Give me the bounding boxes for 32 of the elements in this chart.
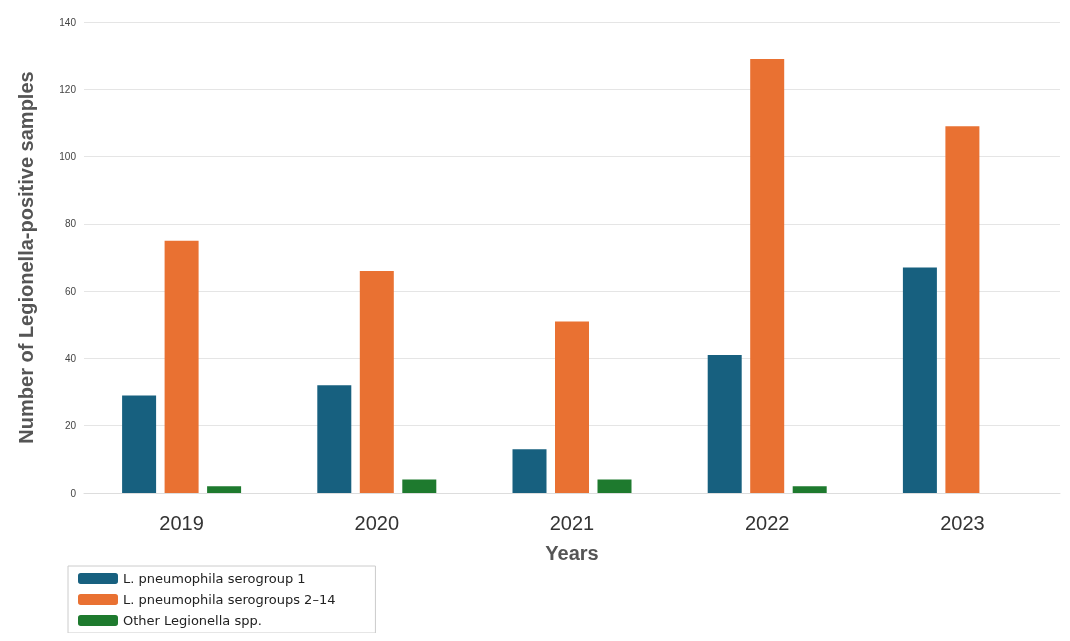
x-tick-label: 2019 (159, 512, 204, 534)
bar (317, 385, 352, 493)
y-tick-label: 60 (64, 285, 77, 297)
y-tick-label: 0 (70, 487, 77, 499)
x-tick-label: 2022 (744, 512, 790, 534)
y-tick-label: 80 (64, 218, 77, 230)
legend-label: Other Legionella spp. (123, 613, 262, 628)
bar (792, 486, 827, 493)
bar (207, 486, 242, 493)
y-tick-label: 40 (64, 352, 77, 364)
bar (164, 240, 199, 493)
bar (555, 321, 589, 493)
x-axis-title: Years (545, 542, 599, 564)
bar (359, 270, 394, 493)
bar (902, 267, 937, 493)
y-axis-title: Number of Legionella-positive samples (15, 71, 37, 444)
x-tick-label: 2021 (549, 512, 595, 534)
bar (945, 126, 980, 493)
bar (512, 449, 547, 493)
bar (750, 59, 785, 493)
bar (597, 479, 632, 493)
x-tick-label: 2020 (354, 512, 400, 534)
bar (707, 355, 742, 493)
bar (402, 479, 437, 493)
bar (122, 395, 157, 493)
y-tick-label: 20 (64, 420, 77, 432)
x-tick-label: 2023 (940, 512, 985, 534)
y-tick-label: 100 (59, 151, 77, 163)
legend-label: L. pneumophila serogroup 1 (123, 571, 306, 586)
legend-label: L. pneumophila serogroups 2–14 (123, 592, 336, 607)
y-tick-label: 120 (59, 83, 77, 95)
y-tick-label: 140 (59, 16, 77, 28)
